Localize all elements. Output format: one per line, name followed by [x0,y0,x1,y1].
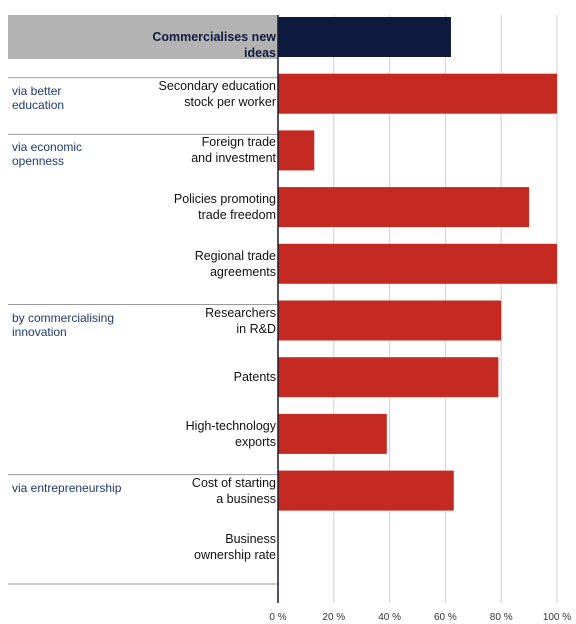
bar [278,17,451,57]
category-label: Foreign trade and investment [191,135,276,166]
category-label: Cost of starting a business [191,475,276,506]
bar [278,187,530,228]
bar [278,243,557,284]
group-label: via better education [12,83,65,112]
x-tick-label: 80 % [490,612,513,623]
category-label: Regional trade agreements [194,248,276,279]
group-label: by commercialising innovation [12,310,115,339]
bar [278,300,502,341]
bar [278,413,387,454]
x-tick-label: 40 % [378,612,401,623]
bar [278,130,315,171]
bar [278,73,557,114]
category-label: High-technology exports [185,418,276,449]
x-tick-label: 100 % [543,612,571,623]
category-label: Commercialises new ideas [152,30,276,60]
category-label: Business ownership rate [194,532,276,563]
category-label: Patents [233,370,276,385]
x-tick-label: 0 % [269,612,286,623]
highlight-band [8,15,278,59]
group-label: via entrepreneurship [12,480,122,495]
category-label: Policies promoting trade freedom [173,192,276,223]
bar [278,357,499,398]
x-tick-label: 60 % [434,612,457,623]
category-label: Secondary education stock per worker [158,78,276,109]
bar [278,470,454,511]
category-label: Researchers in R&D [205,305,276,336]
group-label: via economic openness [12,140,83,169]
x-tick-label: 20 % [322,612,345,623]
